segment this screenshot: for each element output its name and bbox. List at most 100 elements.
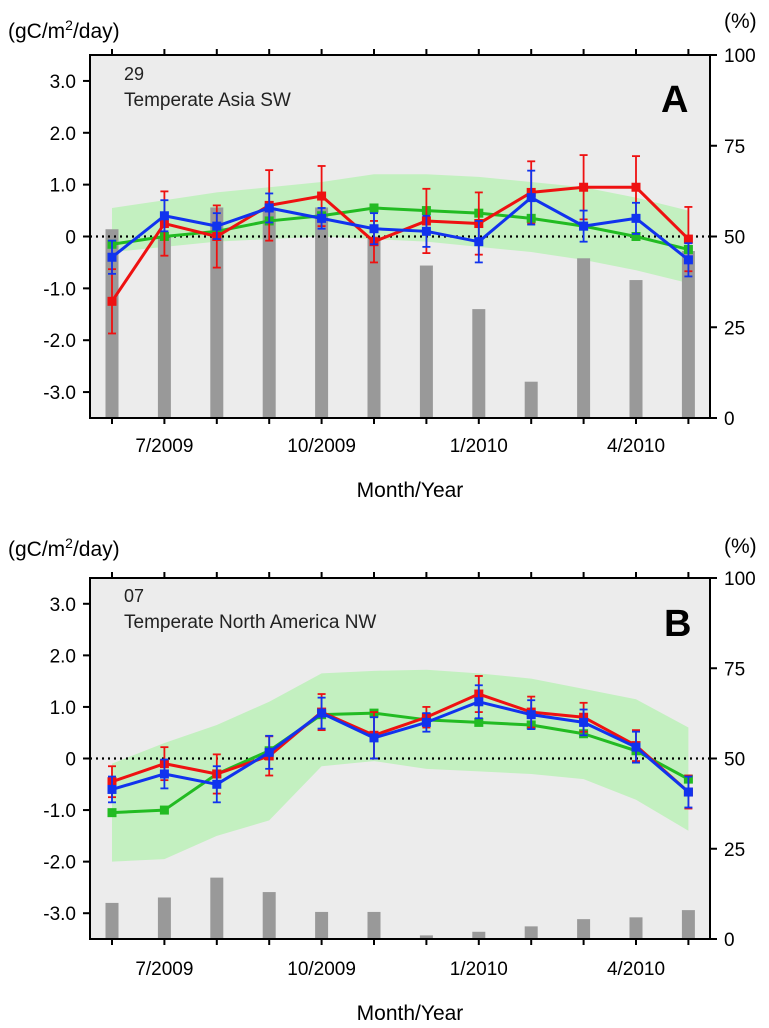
- panel-a-series-2-point-6: [421, 226, 431, 236]
- panel-a-series-2-point-9: [579, 221, 589, 231]
- panel-a-series-2-point-7: [474, 237, 484, 247]
- panel-a-coverage-bar-6: [419, 265, 433, 418]
- panel-b-x-tick-label-3: 4/2010: [607, 959, 665, 980]
- panel-a-series-2-point-8: [526, 193, 536, 203]
- panel-a-y2-tick-label-1: 75: [724, 137, 745, 158]
- panel-a-y-tick-label-3: 0: [65, 228, 76, 249]
- panel-b: 3.0 2.0 1.0 0 -1.0 -2.0 -3.0 100 75 50 25 0 7/2009 10…: [8, 535, 757, 1025]
- panel-b-x-tick-label-0: 7/2009: [135, 959, 193, 980]
- panel-a-series-2: [107, 169, 693, 278]
- panel-b-coverage-bar-1: [157, 897, 171, 939]
- panel-a-x-tick-label-0: 7/2009: [135, 436, 193, 457]
- panel-b-x-axis-label: Month/Year: [357, 1002, 464, 1025]
- panel-a-y-tick-label-5: -2.0: [43, 331, 76, 352]
- panel-a-series-2-point-1: [159, 211, 169, 221]
- panel-a-series-2-point-2: [212, 221, 222, 231]
- panel-b-series-2-point-2: [212, 779, 222, 789]
- panel-a-series-2-point-10: [631, 213, 641, 223]
- panel-b-series-2-point-10: [631, 742, 641, 752]
- panel-a-y-tick-label-0: 3.0: [50, 72, 76, 93]
- panel-a-region-name: Temperate Asia SW: [124, 90, 291, 111]
- panel-a-coverage-bar-7: [472, 309, 486, 418]
- panel-b-coverage-bar-6: [419, 935, 433, 939]
- panel-b-y-tick-label-2: 1.0: [50, 698, 76, 719]
- panel-b-series-2-point-3: [264, 747, 274, 757]
- panel-b-y-tick-label-5: -2.0: [43, 853, 76, 874]
- panel-b-coverage-bar-11: [681, 910, 695, 939]
- panel-a-series-1-point-10: [631, 182, 641, 192]
- panel-b-coverage-bar-9: [577, 919, 591, 939]
- panel-b-x-tick-label-2: 1/2010: [450, 959, 508, 980]
- panel-b-coverage-bar-4: [315, 911, 329, 939]
- panel-b-x-tick-label-1: 10/2009: [287, 959, 356, 980]
- panel-a-series-1-point-11: [683, 234, 693, 244]
- panel-b-y-unit-label: (gC/m2/day): [8, 535, 120, 561]
- panel-a-series-2-point-0: [107, 252, 117, 262]
- panel-a-x-tick-label-3: 4/2010: [607, 436, 665, 457]
- panel-b-series-2-point-9: [579, 717, 589, 727]
- panel-b-coverage-bar-3: [262, 892, 276, 939]
- panel-a-series-2-point-11: [683, 255, 693, 265]
- panel-a-y-unit-label: (gC/m2/day): [8, 17, 120, 43]
- panel-a-y2-tick-label-3: 25: [724, 318, 745, 339]
- panel-a-x-axis-label: Month/Year: [357, 479, 464, 502]
- panel-a-y-tick-label-1: 2.0: [50, 124, 76, 145]
- panel-a-series-2-line: [111, 196, 690, 262]
- panel-b-y2-tick-label-1: 75: [724, 659, 745, 680]
- panel-b-series-1-line: [111, 692, 690, 794]
- panel-a-series-1-point-4: [317, 191, 327, 201]
- panel-b-series-2-point-4: [317, 708, 327, 718]
- panel-b-coverage-bar-8: [524, 926, 538, 939]
- panel-b-y-tick-label-0: 3.0: [50, 595, 76, 616]
- panel-b-series-0-point-1: [159, 805, 169, 815]
- panel-a-coverage-bar-1: [157, 236, 171, 418]
- panel-a-series-2-point-4: [317, 213, 327, 223]
- panel-a-series-0-point-5: [369, 203, 379, 213]
- panel-a-letter: A: [661, 79, 688, 121]
- panel-b-coverage-bar-0: [105, 902, 119, 939]
- panel-a-series-2-point-3: [264, 203, 274, 213]
- panel-a-series-0-line: [111, 206, 689, 251]
- panel-b-coverage-bar-2: [210, 877, 224, 939]
- panel-a-region-code: 29: [124, 64, 144, 84]
- panel-b-series-2-point-6: [421, 717, 431, 727]
- panel-b-y2-tick-label-4: 0: [724, 930, 735, 951]
- panel-b-coverage-bar-5: [367, 911, 381, 939]
- panel-a-y-tick-label-4: -1.0: [43, 279, 76, 300]
- panel-a-x-tick-label-2: 1/2010: [450, 436, 508, 457]
- panel-b-y-tick-label-3: 0: [65, 750, 76, 771]
- panel-b-y-tick-label-4: -1.0: [43, 801, 76, 822]
- panel-b-letter: B: [664, 603, 691, 645]
- panel-b-series-2-point-11: [683, 787, 693, 797]
- panel-b-series-0-point-0: [107, 808, 117, 818]
- panel-a-series-1-point-0: [107, 296, 117, 306]
- panel-a-series-0-point-10: [631, 232, 641, 241]
- panel-b-y-tick-label-6: -3.0: [43, 904, 76, 925]
- panel-a-coverage-bar-3: [262, 207, 276, 418]
- panel-b-series-2-point-0: [107, 784, 117, 794]
- panel-a-series-1-point-9: [579, 182, 589, 192]
- panel-b-region-name: Temperate North America NW: [124, 612, 376, 633]
- panel-b-coverage-bar-7: [472, 931, 486, 939]
- panel-a-y2-tick-label-4: 0: [724, 409, 735, 430]
- panel-b-series-2-point-1: [159, 769, 169, 779]
- panel-a-y2-unit-label: (%): [724, 10, 757, 33]
- panel-a-coverage-bar-5: [367, 236, 381, 418]
- panel-b-series-0-line: [111, 711, 690, 815]
- panel-b-y2-tick-label-2: 50: [724, 750, 745, 771]
- panel-a-x-tick-label-1: 10/2009: [287, 436, 356, 457]
- panel-a-coverage-bar-8: [524, 381, 538, 418]
- panel-a-series-2-point-5: [369, 224, 379, 234]
- panel-b-coverage-bar-10: [629, 917, 643, 939]
- panel-a-y2-tick-label-2: 50: [724, 228, 745, 249]
- panel-a-coverage-bar-4: [315, 207, 329, 418]
- panel-a-coverage-bar-11: [681, 251, 695, 418]
- panel-b-series-0-point-7: [474, 717, 484, 727]
- panel-b-region-code: 07: [124, 586, 144, 606]
- panel-b-y-tick-label-1: 2.0: [50, 646, 76, 667]
- panel-b-y2-tick-label-3: 25: [724, 840, 745, 861]
- panel-b-series-2-point-5: [369, 733, 379, 743]
- panel-a: 3.0 2.0 1.0 0 -1.0 -2.0 -3.0 100 75 50 25 0 7/2009 10…: [8, 10, 757, 502]
- panel-b-series-2: [107, 684, 693, 809]
